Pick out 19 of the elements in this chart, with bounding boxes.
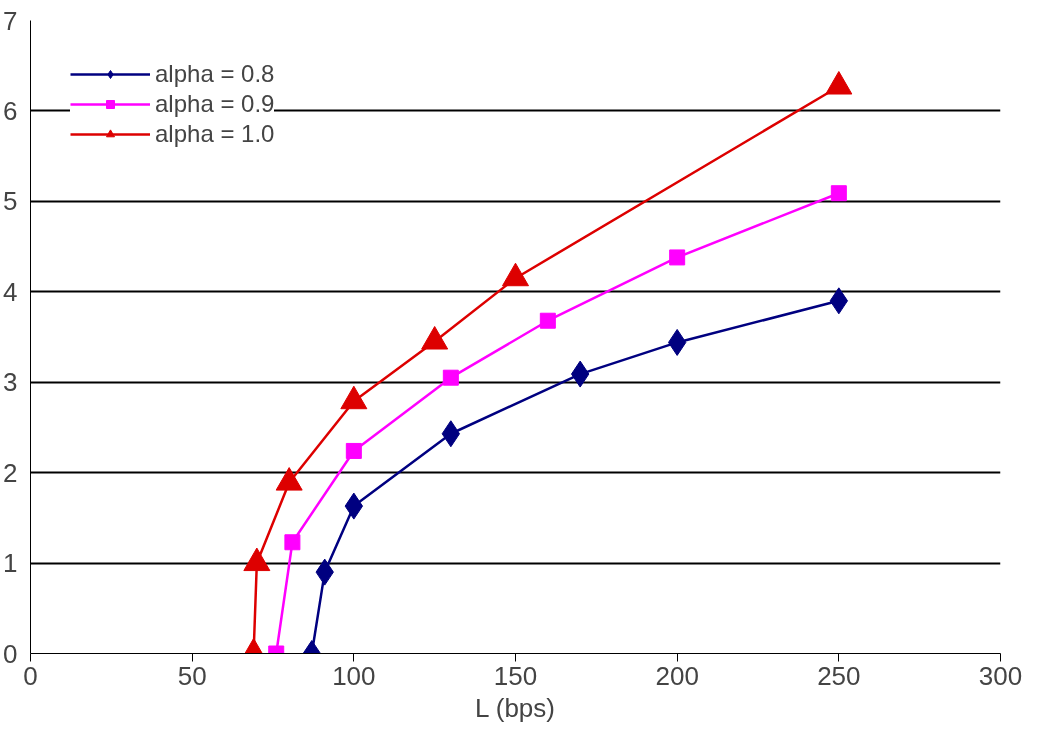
y-tick-label: 6 [3, 95, 18, 126]
y-tick-label: 5 [3, 186, 18, 217]
legend-label: alpha = 0.9 [155, 90, 275, 118]
x-tick-label: 50 [177, 660, 207, 691]
y-tick-label: 0 [3, 638, 18, 669]
x-tick-label: 300 [978, 660, 1023, 691]
x-tick-label: 200 [655, 660, 699, 691]
y-tick-label: 4 [3, 276, 18, 307]
x-tick-label: 250 [817, 660, 861, 691]
y-tick-label: 1 [3, 548, 18, 579]
y-tick-label: 2 [3, 457, 18, 488]
x-tick-label: 100 [332, 660, 376, 691]
y-tick-label: 7 [3, 5, 18, 36]
x-tick-label: 0 [23, 660, 38, 691]
x-tick-label: 150 [493, 660, 538, 691]
legend-label: alpha = 0.8 [155, 60, 275, 88]
x-axis-title: L (bps) [475, 692, 556, 723]
legend-label: alpha = 1.0 [155, 120, 275, 148]
y-tick-label: 3 [3, 367, 18, 398]
